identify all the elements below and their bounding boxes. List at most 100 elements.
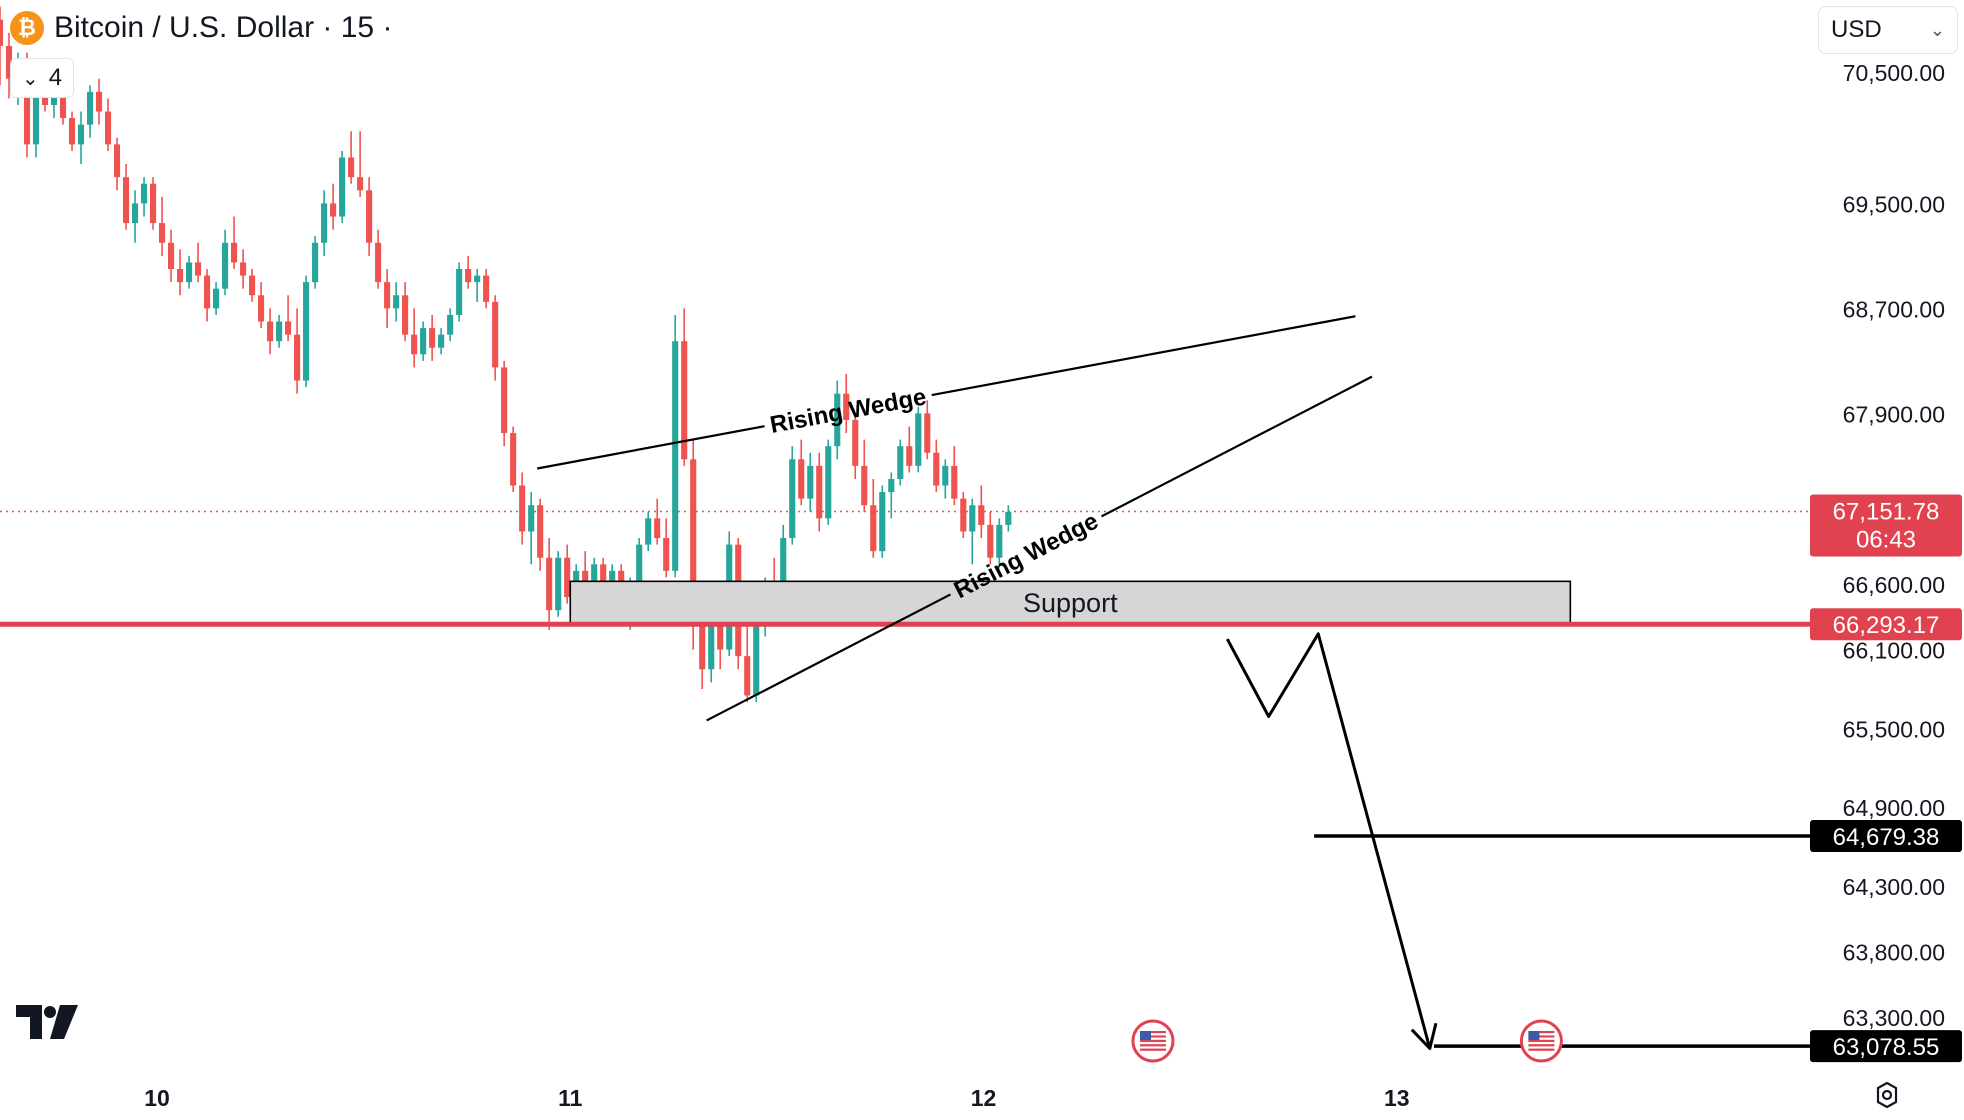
candle (807, 452, 814, 512)
price-badge-value: 63,078.55 (1833, 1034, 1940, 1061)
flag-stripe (1139, 1035, 1166, 1038)
candle-body (879, 492, 886, 552)
price-badge-bg (1810, 1030, 1962, 1063)
candle-body (537, 505, 544, 558)
candle (942, 459, 949, 499)
candle-body (861, 465, 868, 506)
candle-body (222, 242, 229, 289)
candle (996, 518, 1003, 565)
candle (384, 269, 391, 329)
candle (672, 314, 679, 578)
flag-stripe (1139, 1039, 1166, 1042)
support-zone (569, 580, 1572, 626)
candle (951, 446, 958, 506)
candle-body (348, 157, 355, 178)
candle (122, 164, 130, 230)
us-flag-icon (1519, 1019, 1563, 1063)
wedge-label: Rising Wedge (768, 383, 929, 438)
candle-body (276, 321, 283, 342)
candle (861, 439, 868, 512)
candle-body (176, 269, 184, 283)
candle-body (122, 177, 130, 224)
x-tick-label: 10 (144, 1085, 170, 1111)
candle (501, 360, 508, 447)
candle-body (59, 78, 67, 119)
candle-body (591, 564, 598, 584)
target-price-badge: 63,078.55 (1810, 1030, 1962, 1063)
candle (294, 308, 301, 394)
candle (915, 406, 922, 473)
candle (654, 498, 661, 545)
support-price-badge: 66,293.17 (1810, 608, 1962, 641)
x-tick-label: 11 (558, 1085, 583, 1111)
candle-body (924, 413, 931, 453)
candle (555, 551, 562, 617)
candle-body (77, 124, 85, 145)
flag-stripe (1139, 1044, 1166, 1047)
settings-gear-icon[interactable] (1872, 1080, 1902, 1110)
candle-body (501, 367, 508, 434)
candle-body (987, 524, 994, 558)
candle (86, 85, 94, 138)
candle-body (447, 314, 454, 335)
candle (933, 439, 940, 493)
wedge-line (537, 425, 765, 470)
candle-body (474, 275, 481, 283)
x-tick-label: 13 (1384, 1085, 1410, 1111)
candle-body (510, 433, 517, 486)
candle-body (456, 269, 463, 315)
candle-body (312, 242, 319, 283)
candle-body (915, 413, 922, 466)
candle (140, 177, 148, 217)
candle-body (158, 223, 166, 243)
candle-body (789, 459, 796, 539)
candle-body (321, 203, 328, 243)
candle (897, 439, 904, 486)
projection-arrowhead (1410, 1022, 1438, 1051)
candle (149, 177, 157, 230)
price-badge-countdown: 06:43 (1856, 527, 1916, 554)
candle-body (95, 91, 103, 112)
candle (474, 269, 481, 302)
candle (204, 269, 211, 322)
candle-body (393, 295, 400, 309)
currency-value: USD (1831, 16, 1882, 43)
candle-body (906, 446, 913, 466)
candle (888, 472, 895, 519)
tradingview-logo-icon[interactable] (16, 1005, 80, 1039)
candle (402, 282, 409, 342)
candle (681, 308, 688, 466)
candle-body (204, 275, 211, 309)
indicator-collapse-button[interactable]: ⌄ 4 (10, 58, 74, 98)
chevron-down-icon: ⌄ (21, 67, 39, 90)
candle-body (330, 203, 337, 217)
candle-body (681, 341, 688, 460)
symbol-title[interactable]: Bitcoin / U.S. Dollar · 15 · (54, 11, 393, 44)
candle (924, 400, 931, 460)
y-tick-label: 64,900.00 (1843, 795, 1945, 821)
candle (167, 229, 175, 283)
candle (1005, 505, 1012, 532)
candle (483, 269, 490, 309)
currency-select[interactable]: USD ⌄ (1818, 6, 1958, 54)
candle-body (519, 485, 526, 532)
y-tick-label: 64,300.00 (1843, 874, 1945, 900)
candle-body (149, 183, 157, 224)
candle-body (104, 111, 112, 145)
candle-body (942, 465, 949, 486)
candle (185, 255, 193, 289)
candle (176, 249, 184, 296)
candle (104, 98, 112, 151)
candle-body (32, 85, 40, 145)
candle-body (798, 459, 805, 499)
flag-canton (1139, 1031, 1151, 1040)
y-tick-label: 68,700.00 (1843, 296, 1945, 322)
candle-body (86, 91, 94, 125)
us-flag-icon (1131, 1019, 1175, 1063)
candle-body (933, 452, 940, 486)
candle-body (978, 505, 985, 525)
candle (113, 137, 121, 191)
candle-body (753, 610, 760, 696)
candle (95, 78, 103, 125)
